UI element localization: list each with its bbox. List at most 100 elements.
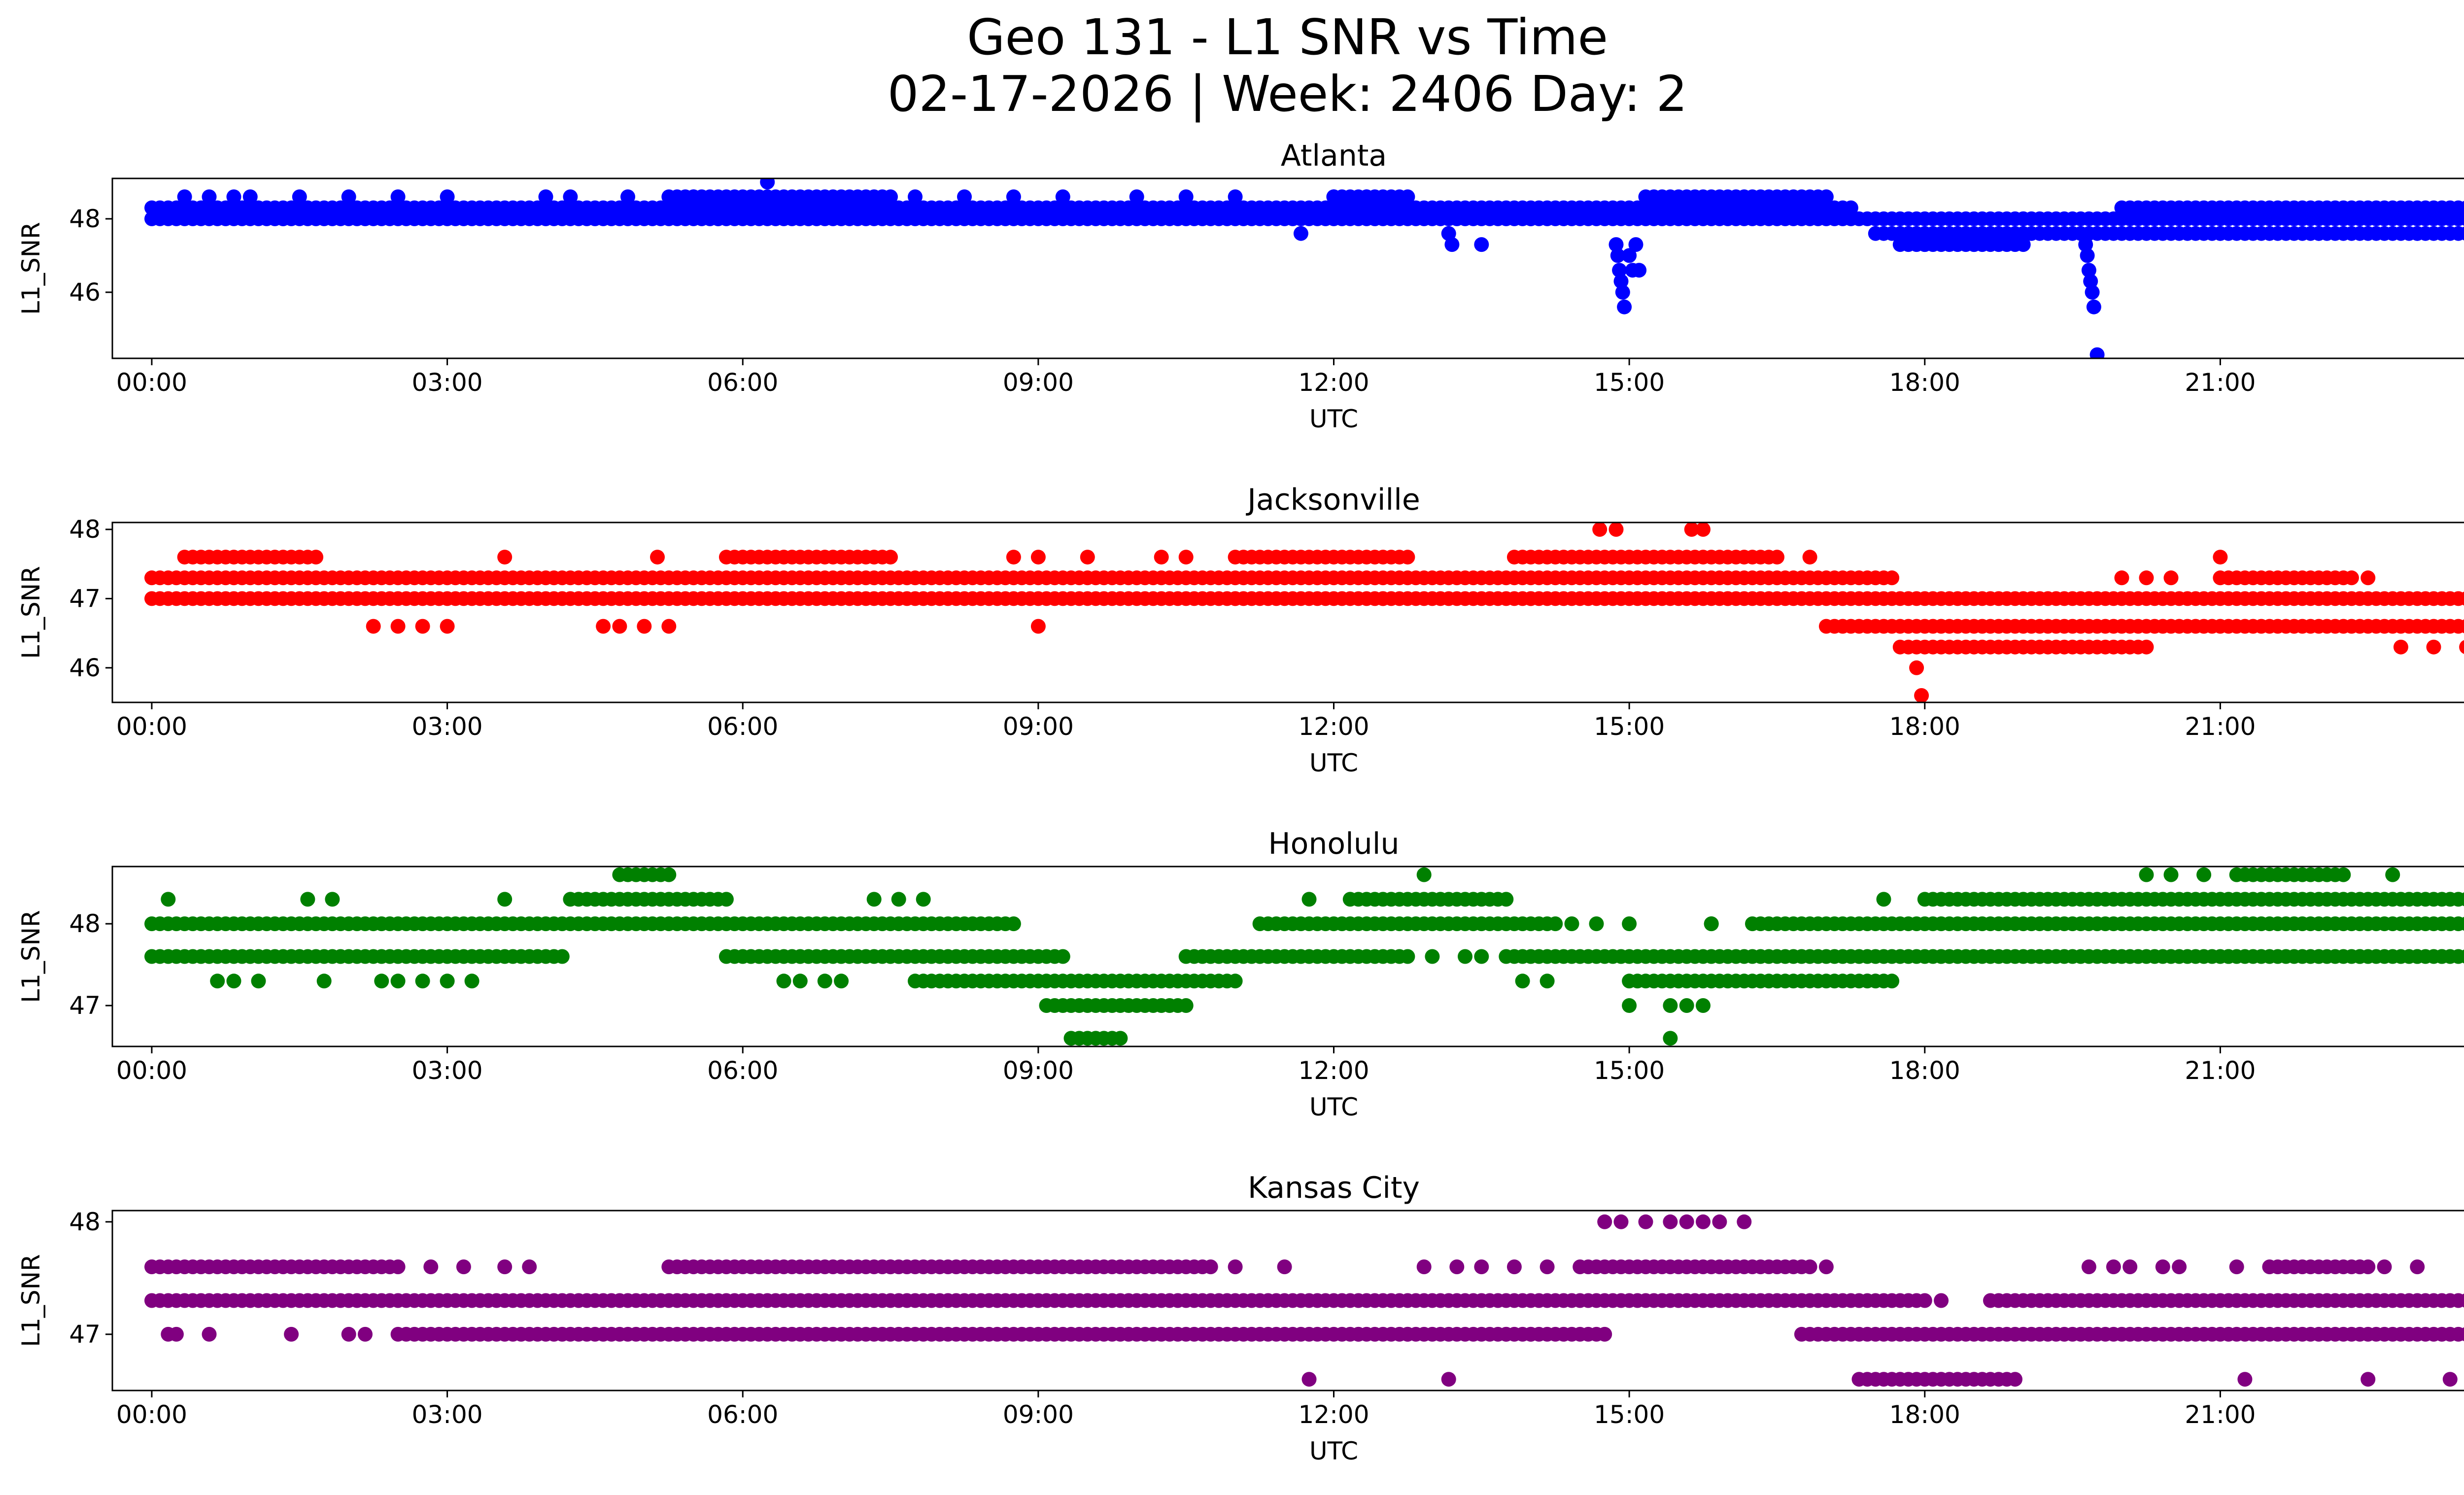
data-band (177, 550, 324, 565)
data-point (719, 892, 734, 907)
data-point (1679, 998, 1694, 1013)
data-point (1966, 237, 1982, 252)
data-point (661, 867, 677, 882)
data-point (1612, 263, 1627, 278)
data-point (2139, 639, 2154, 655)
data-point (2078, 237, 2093, 252)
data-band (1794, 1326, 2464, 1342)
data-point (1006, 916, 1021, 932)
data-point (2434, 949, 2450, 964)
data-band (2229, 867, 2351, 882)
data-band (1178, 949, 1415, 964)
subplot-title: Jacksonville (1245, 483, 1420, 517)
data-point (1474, 949, 1489, 964)
data-point (242, 189, 258, 205)
x-tick-label: 00:00 (116, 1400, 187, 1429)
data-point (1400, 189, 1415, 205)
data-point (637, 619, 652, 634)
data-point (1704, 916, 1719, 932)
x-tick-label: 03:00 (412, 1400, 483, 1429)
data-point (2377, 1259, 2392, 1275)
data-point (497, 892, 513, 907)
data-band (390, 1326, 1612, 1342)
data-point (2352, 1259, 2367, 1275)
data-point (390, 973, 406, 989)
data-point (1154, 550, 1169, 565)
data-band (612, 867, 677, 882)
data-point (2080, 248, 2095, 263)
data-point (2459, 591, 2464, 606)
data-point (1663, 998, 1678, 1013)
x-tick-label: 06:00 (707, 368, 778, 397)
data-point (1818, 189, 1834, 205)
data-point (2139, 570, 2154, 586)
y-tick-label: 48 (69, 205, 101, 233)
data-band (144, 916, 1021, 932)
data-point (2361, 570, 2376, 586)
data-point (1030, 550, 1046, 565)
data-point (1416, 1259, 1432, 1275)
data-point (1632, 263, 1647, 278)
data-point (538, 189, 553, 205)
data-point (1080, 550, 1095, 565)
data-point (390, 619, 406, 634)
data-band (661, 1259, 898, 1275)
data-point (440, 973, 455, 989)
data-points (144, 522, 2464, 702)
x-tick-label: 06:00 (707, 712, 778, 741)
data-point (2081, 1259, 2096, 1275)
data-point (374, 973, 389, 989)
data-point (440, 619, 455, 634)
data-point (2459, 949, 2464, 964)
data-point (563, 189, 578, 205)
subplot-honolulu: 00:00 03:00 06:00 09:00 12:00 15:00 18:00 21:00… (17, 827, 2464, 1121)
data-point (1506, 1259, 1522, 1275)
data-point (2385, 867, 2400, 882)
data-point (1030, 619, 1046, 634)
data-point (883, 189, 898, 205)
data-point (1884, 973, 1900, 989)
data-band (563, 892, 734, 907)
data-point (1055, 189, 1070, 205)
x-tick-label: 12:00 (1298, 1400, 1369, 1429)
data-point (1592, 522, 1608, 537)
data-point (1914, 688, 1929, 702)
y-axis-label: L1_SNR (17, 1254, 45, 1347)
data-band (1917, 892, 2464, 907)
data-point (390, 1259, 406, 1275)
data-point (650, 550, 665, 565)
y-tick-label: 47 (69, 584, 101, 613)
data-point (1515, 973, 1530, 989)
data-point (464, 973, 479, 989)
data-point (497, 1259, 513, 1275)
subplot-title: Atlanta (1281, 139, 1387, 173)
data-point (1203, 1259, 1218, 1275)
data-point (1628, 237, 1643, 252)
x-tick-label: 03:00 (412, 1056, 483, 1085)
data-point (1444, 237, 1460, 252)
data-point (2410, 949, 2425, 964)
data-point (415, 973, 430, 989)
data-point (2459, 619, 2464, 633)
data-point (1228, 973, 1243, 989)
data-point (1293, 226, 1308, 241)
data-point (1843, 200, 1858, 215)
data-point (1770, 550, 1784, 565)
x-tick-label: 18:00 (1889, 1400, 1960, 1429)
data-band (1818, 619, 2464, 634)
data-point (1449, 1259, 1465, 1275)
data-point (300, 892, 315, 907)
data-point (2459, 201, 2464, 215)
y-tick-label: 48 (69, 1208, 101, 1236)
x-tick-label: 15:00 (1594, 712, 1665, 741)
subplot-jacksonville: 00:00 03:00 06:00 09:00 12:00 15:00 18:00 21:00… (17, 483, 2464, 777)
data-point (2459, 640, 2464, 654)
data-point (2237, 1372, 2253, 1387)
data-point (1589, 916, 1604, 932)
data-band (144, 1259, 406, 1275)
data-point (2229, 1259, 2244, 1275)
data-point (2086, 299, 2101, 314)
data-band (2213, 570, 2359, 586)
x-tick-label: 09:00 (1003, 712, 1074, 741)
